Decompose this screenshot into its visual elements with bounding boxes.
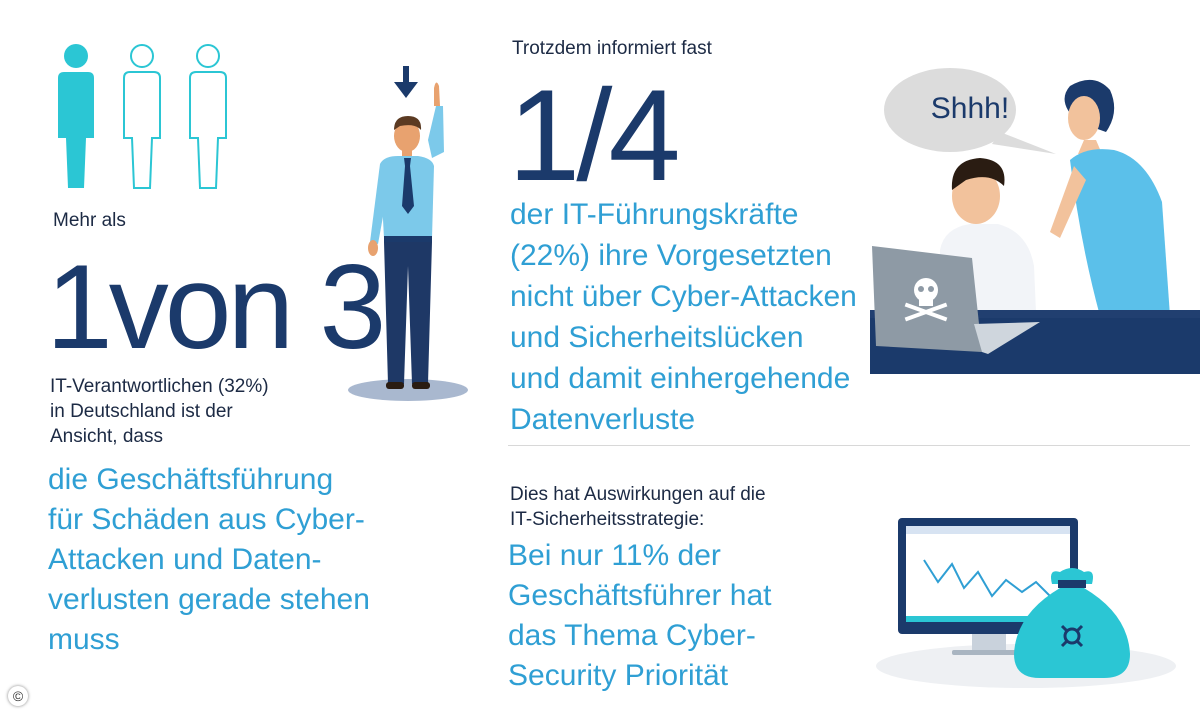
bottom-right-intro: Dies hat Auswirkungen auf die IT-Sicherh… [510, 482, 766, 532]
left-big-number: 1von 3 [46, 240, 386, 374]
monitor-money-bag-illustration [876, 518, 1176, 690]
people-icon-group [52, 42, 242, 190]
man-raising-hand-illustration [340, 66, 490, 406]
highlight-line: Security Priorität [508, 659, 729, 692]
intro-line: Dies hat Auswirkungen auf die [510, 484, 766, 505]
highlight-line: und Sicherheitslücken [510, 321, 804, 354]
highlight-line: und damit einhergehende [510, 362, 851, 395]
office-secret-illustration [870, 62, 1200, 384]
bottom-right-highlight: Bei nur 11% der Geschäftsführer hat das … [508, 536, 771, 696]
subtext-line: IT-Verantwortlichen (32%) [50, 376, 269, 397]
left-subtext: IT-Verantwortlichen (32%) in Deutschland… [50, 374, 269, 449]
person-outline-icon [189, 44, 227, 189]
copyright-badge: © [8, 686, 28, 706]
highlight-line: Attacken und Daten- [48, 543, 322, 576]
person-outline-icon [123, 44, 161, 189]
left-intro-text: Mehr als [53, 210, 126, 231]
highlight-line: nicht über Cyber-Attacken [510, 280, 857, 313]
highlight-line: verlusten gerade stehen [48, 583, 370, 616]
intro-line: IT-Sicherheitsstrategie: [510, 509, 705, 530]
highlight-line: Datenverluste [510, 403, 696, 436]
subtext-line: in Deutschland ist der [50, 401, 233, 422]
currency-symbol-icon [1060, 624, 1084, 648]
person-filled-icon [58, 44, 94, 188]
highlight-line: der IT-Führungskräfte [510, 198, 799, 231]
copyright-symbol: © [12, 688, 24, 704]
top-right-intro-text: Trotzdem informiert fast [512, 38, 712, 59]
speech-bubble-icon [884, 68, 1056, 154]
arrow-down-icon [394, 66, 418, 98]
skull-icon [904, 278, 948, 322]
top-right-highlight: der IT-Führungskräfte (22%) ihre Vorgese… [510, 194, 857, 440]
top-right-big-number: 1/4 [508, 62, 681, 208]
highlight-line: die Geschäftsführung [48, 463, 334, 496]
highlight-line: Bei nur 11% der [508, 539, 721, 572]
highlight-line: muss [48, 623, 120, 656]
speech-bubble-text: Shhh! [930, 92, 1010, 125]
section-divider [508, 445, 1190, 446]
laptop-icon [872, 246, 1040, 354]
highlight-line: das Thema Cyber- [508, 619, 756, 652]
highlight-line: Geschäftsführer hat [508, 579, 772, 612]
left-highlight: die Geschäftsführung für Schäden aus Cyb… [48, 460, 370, 660]
subtext-line: Ansicht, dass [50, 426, 163, 447]
money-bag-icon [1014, 568, 1130, 678]
highlight-line: für Schäden aus Cyber- [48, 503, 365, 536]
highlight-line: (22%) ihre Vorgesetzten [510, 239, 832, 272]
